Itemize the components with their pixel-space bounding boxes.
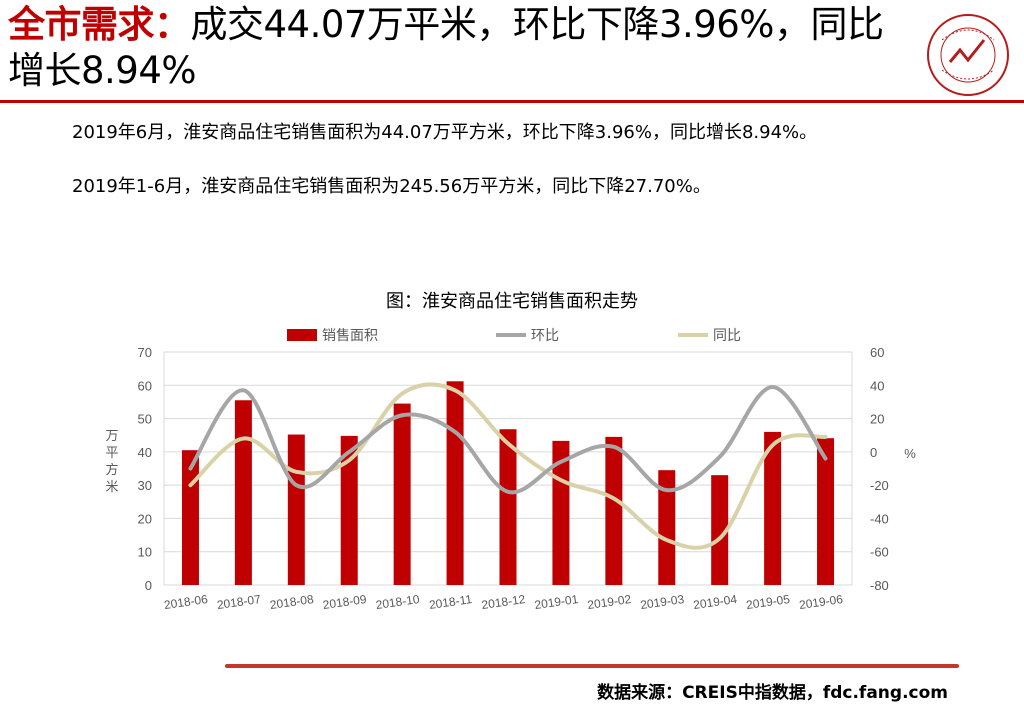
- line-mom: [188, 384, 828, 495]
- y-right-tick-label: -20: [870, 478, 889, 493]
- x-tick-label: 2019-06: [798, 592, 844, 612]
- summary-monthly: 2019年6月，淮安商品住宅销售面积为44.07万平方米，环比下降3.96%，同…: [72, 122, 818, 143]
- y-left-tick-label: 60: [138, 378, 152, 393]
- page-title: 全市需求：成交44.07万平米，环比下降3.96%，同比增长8.94%: [8, 2, 888, 94]
- x-tick-label: 2018-07: [216, 592, 262, 612]
- x-tick-label: 2018-12: [481, 592, 527, 612]
- y-left-tick-label: 10: [138, 545, 152, 560]
- x-tick-label: 2018-06: [163, 592, 209, 612]
- bar-sales-area: [181, 450, 199, 585]
- bar-sales-area: [287, 434, 305, 585]
- data-source-note: 数据来源：CREIS中指数据，fdc.fang.com: [597, 683, 948, 703]
- legend-label-mom: 环比: [531, 327, 559, 343]
- x-tick-label: 2018-09: [322, 592, 368, 612]
- x-tick-label: 2019-02: [587, 592, 633, 612]
- bar-sales-area: [499, 429, 517, 585]
- legend-label-sales-area: 销售面积: [322, 327, 378, 343]
- line-yoy: [188, 382, 828, 550]
- y-right-tick-label: 60: [870, 345, 884, 360]
- bar-sales-area: [234, 400, 252, 585]
- x-tick-label: 2019-01: [534, 592, 580, 612]
- y-left-tick-label: 70: [138, 345, 152, 360]
- x-tick-label: 2018-08: [269, 592, 315, 612]
- y-left-tick-label: 40: [138, 445, 152, 460]
- y-right-tick-label: -60: [870, 545, 889, 560]
- title-accent: 全市需求：: [8, 3, 191, 46]
- y-left-axis-label-char: 万: [105, 428, 118, 443]
- bar-sales-area: [711, 475, 729, 585]
- y-left-axis-label-char: 米: [105, 479, 118, 494]
- y-left-tick-label: 50: [138, 412, 152, 427]
- legend-label-yoy: 同比: [713, 327, 741, 343]
- bar-sales-area: [764, 431, 782, 585]
- x-tick-label: 2018-11: [428, 592, 473, 612]
- y-left-tick-label: 20: [138, 511, 152, 526]
- bar-sales-area: [446, 381, 464, 585]
- china-index-academy-logo: [927, 14, 1009, 96]
- y-left-tick-label: 30: [138, 478, 152, 493]
- footer-divider: [225, 664, 959, 668]
- y-right-axis-label: %: [904, 446, 916, 461]
- y-right-tick-label: 0: [870, 445, 877, 460]
- x-tick-label: 2019-03: [639, 592, 685, 612]
- y-left-axis-label-char: 方: [105, 462, 118, 477]
- y-right-tick-label: -80: [870, 578, 889, 593]
- y-right-tick-label: -40: [870, 511, 889, 526]
- x-tick-label: 2018-10: [375, 592, 421, 612]
- y-right-tick-label: 40: [870, 378, 884, 393]
- title-rest: 成交44.07万平米，环比下降3.96%，同比增长8.94%: [8, 3, 884, 92]
- legend-swatch-sales-area: [287, 329, 317, 341]
- title-divider: [0, 100, 1024, 103]
- summary-ytd: 2019年1-6月，淮安商品住宅销售面积为245.56万平方米，同比下降27.7…: [72, 176, 711, 197]
- x-tick-label: 2019-04: [692, 592, 738, 612]
- y-left-axis-label-char: 平: [105, 445, 118, 460]
- y-left-tick-label: 0: [145, 578, 152, 593]
- bar-sales-area: [605, 436, 623, 585]
- chart-title: 图：淮安商品住宅销售面积走势: [386, 291, 638, 312]
- bar-sales-area: [817, 438, 835, 585]
- bar-sales-area: [658, 470, 676, 585]
- bar-sales-area: [340, 435, 358, 585]
- x-tick-label: 2019-05: [745, 592, 791, 612]
- bar-sales-area: [393, 403, 411, 585]
- y-right-tick-label: 20: [870, 412, 884, 427]
